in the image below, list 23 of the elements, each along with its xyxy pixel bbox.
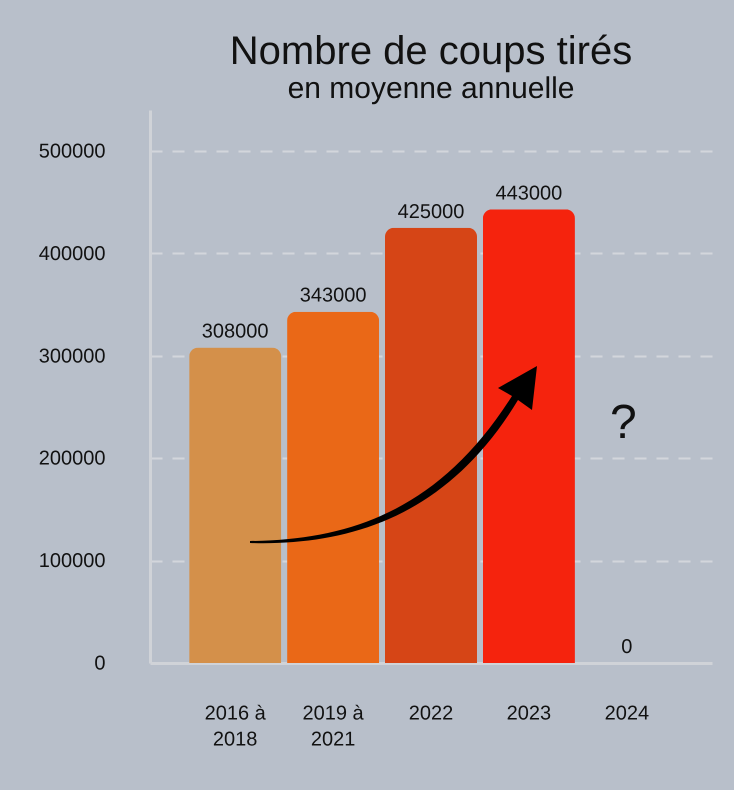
y-tick-label: 100000 bbox=[38, 550, 106, 572]
data-label: 443000 bbox=[496, 182, 562, 204]
x-tick-label: 2019 à 2021 bbox=[302, 702, 365, 750]
y-tick-label: 200000 bbox=[38, 448, 106, 470]
bar bbox=[482, 209, 575, 663]
bar bbox=[287, 312, 380, 663]
annotation: ? bbox=[610, 395, 637, 450]
y-tick-label: 300000 bbox=[38, 345, 106, 368]
y-tick-label: 400000 bbox=[38, 242, 106, 265]
chart-title: Nombre de coups tirés bbox=[230, 29, 632, 73]
chart-subtitle: en moyenne annuelle bbox=[288, 72, 574, 105]
y-tick-label: 500000 bbox=[38, 140, 106, 162]
y-tick-label: 0 bbox=[94, 652, 106, 674]
x-tick-label: 2024 bbox=[604, 702, 650, 724]
x-tick-label: 2022 bbox=[408, 702, 454, 724]
bar bbox=[384, 228, 478, 663]
data-label: 343000 bbox=[300, 284, 366, 307]
data-label: 0 bbox=[621, 636, 632, 658]
data-label: 425000 bbox=[398, 200, 464, 223]
x-tick-label: 2023 bbox=[506, 702, 552, 724]
data-label: 308000 bbox=[202, 320, 269, 343]
x-tick-label: 2016 à 2018 bbox=[204, 702, 267, 750]
bar bbox=[189, 348, 282, 663]
